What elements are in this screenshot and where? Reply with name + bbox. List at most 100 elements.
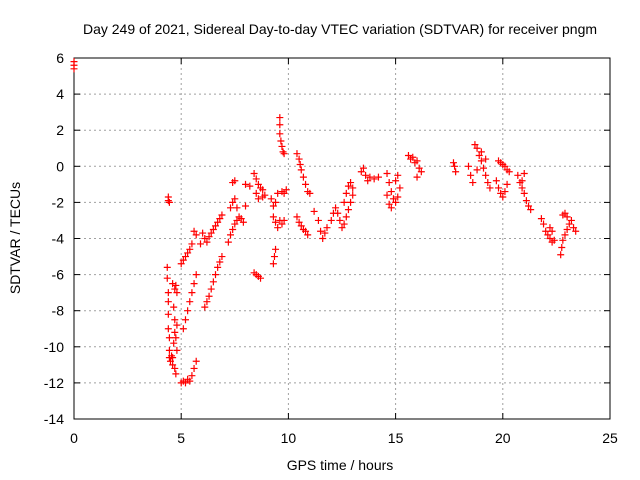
data-point xyxy=(209,225,217,233)
x-tick-label: 15 xyxy=(388,430,404,446)
data-point xyxy=(477,148,485,156)
data-point xyxy=(184,307,192,315)
x-tick-label: 10 xyxy=(281,430,297,446)
y-tick-label: 2 xyxy=(56,122,64,138)
data-point xyxy=(242,180,250,188)
data-point xyxy=(181,316,189,324)
data-point xyxy=(169,354,177,362)
data-point xyxy=(366,173,374,181)
data-point xyxy=(473,144,481,152)
data-point xyxy=(252,189,260,197)
data-point xyxy=(559,236,567,244)
data-point xyxy=(196,240,204,248)
data-point xyxy=(520,189,528,197)
data-point xyxy=(282,186,290,194)
data-point xyxy=(207,285,215,293)
data-point xyxy=(385,179,393,187)
data-point xyxy=(310,207,318,215)
data-point xyxy=(164,298,172,306)
data-point xyxy=(299,173,307,181)
data-point xyxy=(327,216,335,224)
data-point xyxy=(188,289,196,297)
data-point xyxy=(480,164,488,172)
data-point xyxy=(170,339,178,347)
data-point xyxy=(518,184,526,192)
data-point xyxy=(181,379,189,387)
data-point xyxy=(237,215,245,223)
data-point xyxy=(173,289,181,297)
data-point xyxy=(392,177,400,185)
y-tick-label: -4 xyxy=(52,231,65,247)
data-point xyxy=(364,177,372,185)
data-point xyxy=(464,162,472,170)
data-point xyxy=(163,274,171,282)
data-point xyxy=(451,162,459,170)
data-point xyxy=(537,215,545,223)
data-point xyxy=(165,334,173,342)
data-point xyxy=(188,372,196,380)
data-point xyxy=(280,189,288,197)
data-point xyxy=(563,213,571,221)
y-tick-label: 0 xyxy=(56,158,64,174)
data-point xyxy=(548,227,556,235)
data-point xyxy=(540,220,548,228)
data-point xyxy=(218,253,226,261)
x-axis-title: GPS time / hours xyxy=(287,457,394,473)
data-point xyxy=(514,171,522,179)
data-point xyxy=(188,240,196,248)
data-point xyxy=(550,236,558,244)
data-point xyxy=(229,198,237,206)
data-point xyxy=(344,206,352,214)
data-point xyxy=(295,218,303,226)
data-point xyxy=(501,162,509,170)
x-tick-label: 20 xyxy=(495,430,511,446)
data-point xyxy=(261,191,269,199)
data-point xyxy=(181,253,189,261)
data-point xyxy=(186,298,194,306)
data-point xyxy=(192,231,200,239)
data-point xyxy=(171,285,179,293)
data-point xyxy=(233,204,241,212)
data-point xyxy=(417,168,425,176)
data-point xyxy=(254,195,262,203)
data-point xyxy=(239,218,247,226)
data-point xyxy=(546,224,554,232)
data-point xyxy=(415,164,423,172)
data-point xyxy=(254,180,262,188)
data-point xyxy=(163,263,171,271)
y-tick-label: 6 xyxy=(56,50,64,66)
data-point xyxy=(164,289,172,297)
data-point xyxy=(319,235,327,242)
data-point xyxy=(173,321,181,329)
data-point xyxy=(233,216,241,224)
data-point xyxy=(314,216,322,224)
y-tick-label: -12 xyxy=(44,375,64,391)
data-point xyxy=(231,195,239,203)
data-point xyxy=(203,298,211,306)
data-point xyxy=(293,213,301,221)
data-point xyxy=(475,151,483,159)
data-point xyxy=(190,280,198,288)
data-point xyxy=(306,189,314,197)
data-point xyxy=(473,166,481,174)
data-point xyxy=(387,204,395,212)
data-point xyxy=(342,189,350,197)
data-point xyxy=(212,271,220,279)
data-point xyxy=(164,325,172,333)
data-point xyxy=(332,204,340,212)
data-point xyxy=(484,179,492,187)
data-point xyxy=(561,209,569,217)
data-point xyxy=(190,227,198,235)
y-tick-label: -8 xyxy=(52,303,65,319)
data-point xyxy=(357,168,365,176)
data-point xyxy=(563,225,571,233)
data-point xyxy=(212,222,220,230)
data-point xyxy=(259,186,267,194)
data-point xyxy=(482,155,490,163)
data-point xyxy=(227,204,235,212)
axis-ticks: 0 5 10 15 20 25 -14 -12 -10 -8 -6 -4 -2 0 2 4 6 xyxy=(44,50,618,446)
data-point xyxy=(349,184,357,192)
data-point xyxy=(272,245,280,253)
data-point xyxy=(280,216,288,224)
